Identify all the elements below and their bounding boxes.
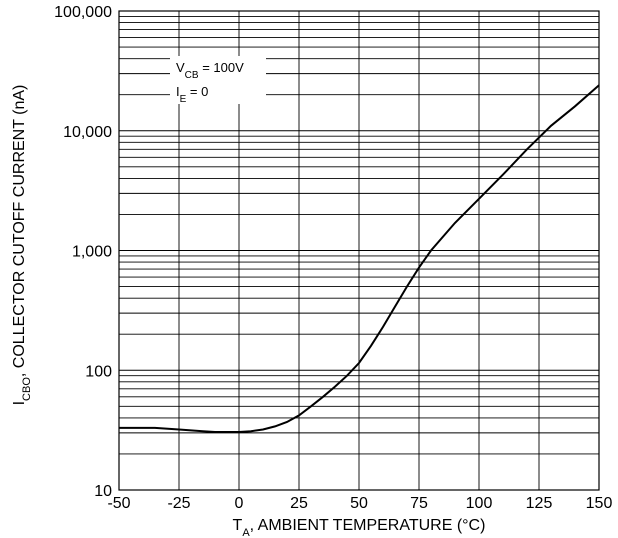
annotation-vcb-sub: CB xyxy=(185,70,199,81)
x-tick-label: 50 xyxy=(350,495,368,512)
x-tick-labels: -50 -25 0 25 50 75 100 125 150 xyxy=(107,495,612,512)
x-axis-title-rest: , AMBIENT TEMPERATURE (°C) xyxy=(250,517,486,534)
x-tick-label: 125 xyxy=(526,495,553,512)
annotation-ie: IE = 0 xyxy=(176,84,208,105)
y-tick-label: 100 xyxy=(85,363,112,380)
grid xyxy=(118,11,600,491)
y-axis-title-rest: , COLLECTOR CUTOFF CURRENT (nA) xyxy=(11,85,28,377)
y-axis-title-main: I xyxy=(11,401,28,405)
annotation-vcb-main: V xyxy=(176,60,185,75)
x-axis-title: TA, AMBIENT TEMPERATURE (°C) xyxy=(233,517,486,538)
x-tick-label: 150 xyxy=(586,495,613,512)
y-tick-label: 10 xyxy=(94,483,112,500)
x-tick-label: 0 xyxy=(235,495,244,512)
y-tick-label: 1,000 xyxy=(72,244,112,261)
x-tick-label: -25 xyxy=(167,495,190,512)
annotation-vcb-rest: = 100V xyxy=(199,60,245,75)
series-line xyxy=(119,84,600,433)
x-tick-label: -50 xyxy=(107,495,130,512)
legend-box: VCB = 100V IE = 0 xyxy=(170,56,266,105)
annotation-vcb: VCB = 100V xyxy=(176,60,244,81)
x-tick-label: 75 xyxy=(410,495,428,512)
y-axis-title-sub: CBO xyxy=(21,377,33,401)
plot-frame xyxy=(118,10,600,491)
annotation-ie-rest: = 0 xyxy=(186,84,208,99)
annotation-ie-sub: E xyxy=(180,94,187,105)
x-tick-label: 100 xyxy=(466,495,493,512)
y-tick-label: 100,000 xyxy=(54,4,112,21)
x-axis-title-sub: A xyxy=(242,527,250,538)
y-axis-title: ICBO, COLLECTOR CUTOFF CURRENT (nA) xyxy=(11,85,33,406)
x-axis-title-main: T xyxy=(233,517,243,534)
y-tick-label: 10,000 xyxy=(63,124,112,141)
x-tick-label: 25 xyxy=(290,495,308,512)
series xyxy=(119,84,600,433)
annotation-ie-main: I xyxy=(176,84,180,99)
annotation-mask xyxy=(170,56,266,104)
y-tick-labels: 10 100 1,000 10,000 100,000 xyxy=(54,4,112,500)
